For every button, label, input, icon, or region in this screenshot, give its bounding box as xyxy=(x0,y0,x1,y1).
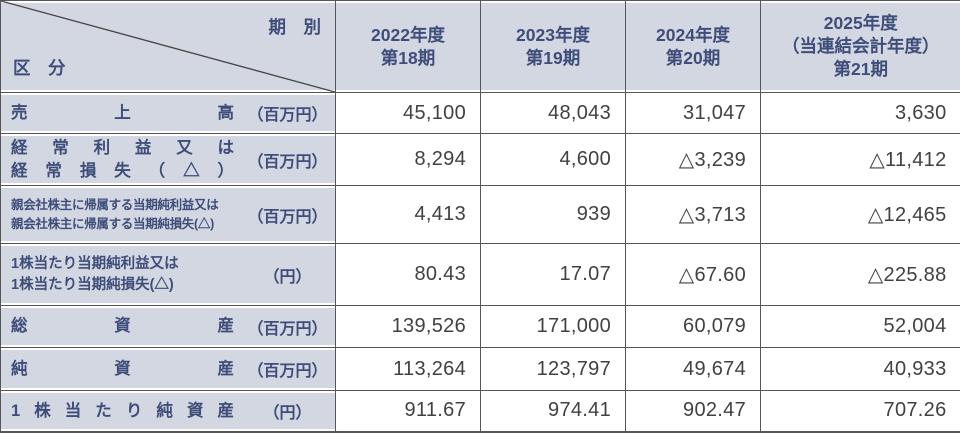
header-row: 期 別 区 分 2022年度 第18期 2023年度 第19期 2024年度 第… xyxy=(1,1,960,93)
row-unit: （百万円） xyxy=(240,315,335,339)
cell-value: 45,100 xyxy=(336,93,481,134)
corner-category-label: 区 分 xyxy=(13,55,66,80)
row-label: 1株当たり純資産 xyxy=(1,400,240,422)
row-label: 純資産 xyxy=(1,358,240,380)
cell-value: 4,413 xyxy=(336,186,481,244)
column-header-fy2023: 2023年度 第19期 xyxy=(481,1,626,93)
cell-value: △3,239 xyxy=(626,134,761,186)
cell-value: 52,004 xyxy=(761,306,960,348)
cell-value: 8,294 xyxy=(336,134,481,186)
cell-value: 139,526 xyxy=(336,306,481,348)
cell-value: 60,079 xyxy=(626,306,761,348)
table-row-net-sales: 売上高 （百万円） 45,100 48,043 31,047 3,630 xyxy=(1,93,960,134)
cell-value: 911.67 xyxy=(336,391,481,432)
table-row-earnings-per-share: 1株当たり当期純利益又は 1株当たり当期純損失(△) （円） 80.43 17.… xyxy=(1,244,960,306)
cell-value: 707.26 xyxy=(761,391,960,432)
cell-value: △225.88 xyxy=(761,244,960,306)
cell-value: 902.47 xyxy=(626,391,761,432)
cell-value: △3,713 xyxy=(626,186,761,244)
cell-value: 3,630 xyxy=(761,93,960,134)
column-header-fy2024: 2024年度 第20期 xyxy=(626,1,761,93)
row-unit: （百万円） xyxy=(240,357,335,381)
cell-value: △11,412 xyxy=(761,134,960,186)
cell-value: △12,465 xyxy=(761,186,960,244)
cell-value: 939 xyxy=(481,186,626,244)
column-header-fy2025: 2025年度 （当連結会計年度） 第21期 xyxy=(761,1,960,93)
row-unit: （円） xyxy=(240,399,335,423)
row-label: 総資産 xyxy=(1,315,240,337)
table-row-net-assets-per-share: 1株当たり純資産 （円） 911.67 974.41 902.47 707.26 xyxy=(1,391,960,432)
row-label: 売上高 xyxy=(1,102,240,124)
row-unit: （円） xyxy=(240,263,335,287)
corner-cell: 期 別 区 分 xyxy=(1,1,336,93)
row-unit: （百万円） xyxy=(240,148,335,172)
cell-value: 113,264 xyxy=(336,348,481,391)
table-row-net-assets: 純資産 （百万円） 113,264 123,797 49,674 40,933 xyxy=(1,348,960,391)
table-row-total-assets: 総資産 （百万円） 139,526 171,000 60,079 52,004 xyxy=(1,306,960,348)
cell-value: 17.07 xyxy=(481,244,626,306)
row-unit: （百万円） xyxy=(240,203,335,227)
column-header-fy2022: 2022年度 第18期 xyxy=(336,1,481,93)
corner-period-label: 期 別 xyxy=(269,14,322,39)
row-label: 経常利益又は 経常損失（△） xyxy=(1,137,240,182)
cell-value: 49,674 xyxy=(626,348,761,391)
row-unit: （百万円） xyxy=(240,101,335,125)
row-label: 1株当たり当期純利益又は 1株当たり当期純損失(△) xyxy=(1,254,240,295)
row-label: 親会社株主に帰属する当期純利益又は 親会社株主に帰属する当期純損失(△) xyxy=(1,196,240,232)
cell-value: 40,933 xyxy=(761,348,960,391)
table-row-ordinary-income: 経常利益又は 経常損失（△） （百万円） 8,294 4,600 △3,239 … xyxy=(1,134,960,186)
cell-value: 123,797 xyxy=(481,348,626,391)
cell-value: 48,043 xyxy=(481,93,626,134)
cell-value: 31,047 xyxy=(626,93,761,134)
cell-value: △67.60 xyxy=(626,244,761,306)
cell-value: 80.43 xyxy=(336,244,481,306)
cell-value: 171,000 xyxy=(481,306,626,348)
table-row-profit-attributable-to-owners: 親会社株主に帰属する当期純利益又は 親会社株主に帰属する当期純損失(△) （百万… xyxy=(1,186,960,244)
cell-value: 4,600 xyxy=(481,134,626,186)
cell-value: 974.41 xyxy=(481,391,626,432)
